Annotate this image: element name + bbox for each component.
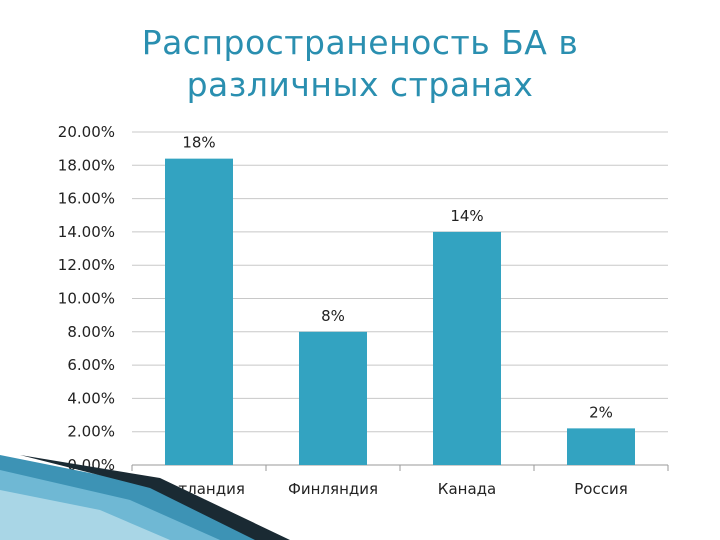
data-label: 2% (589, 403, 613, 421)
chart-title: Распространеность БА в различных странах (90, 22, 630, 106)
chart-title-line-2: различных странах (186, 65, 534, 104)
bar (299, 331, 367, 465)
bar (433, 231, 501, 465)
y-tick-label: 2.00% (67, 423, 115, 441)
y-tick-label: 10.00% (58, 290, 115, 308)
y-tick-label: 16.00% (58, 190, 115, 208)
category-label: Канада (438, 480, 496, 498)
y-tick-label: 6.00% (67, 356, 115, 374)
bar (567, 428, 635, 465)
category-label: Финляндия (288, 480, 378, 498)
data-label: 18% (182, 134, 215, 152)
bar (165, 158, 233, 465)
y-tick-label: 18.00% (58, 156, 115, 174)
y-tick-label: 8.00% (67, 323, 115, 341)
y-tick-label: 4.00% (67, 389, 115, 407)
y-tick-label: 20.00% (58, 123, 115, 141)
data-label: 14% (450, 207, 483, 225)
y-tick-label: 14.00% (58, 223, 115, 241)
chart-title-line-1: Распространеность БА в (141, 23, 579, 62)
data-label: 8% (321, 307, 345, 325)
y-tick-label: 12.00% (58, 256, 115, 274)
category-label: Россия (574, 480, 628, 498)
